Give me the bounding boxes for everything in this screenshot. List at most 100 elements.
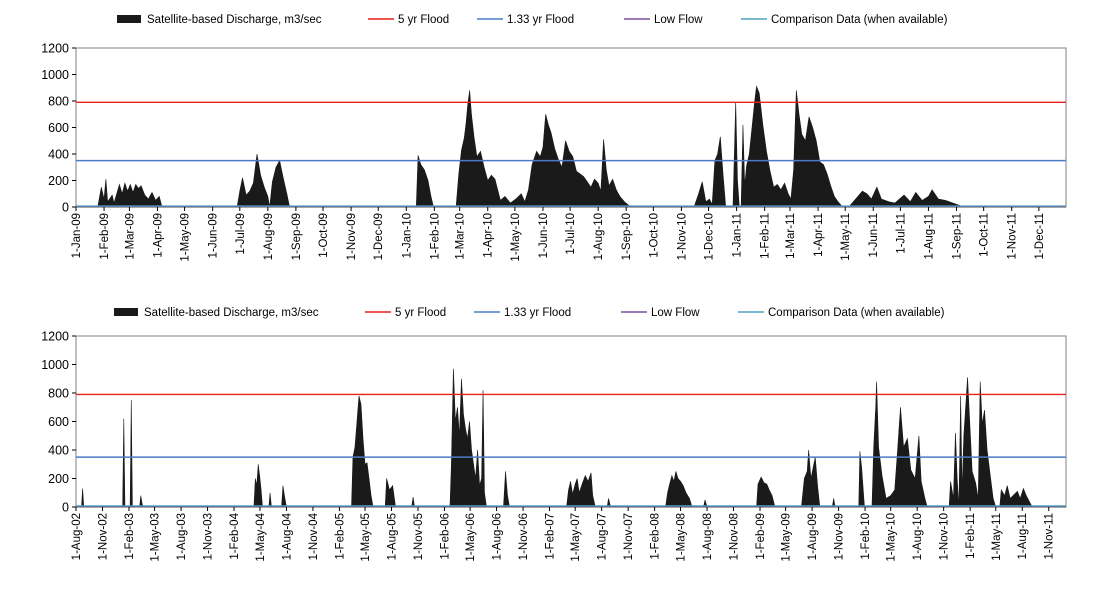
x-tick-label: 1-Mar-09 bbox=[124, 213, 136, 260]
x-tick-label: 1-Sep-11 bbox=[952, 213, 964, 259]
x-tick-label: 1-May-10 bbox=[510, 213, 522, 262]
y-tick-label: 800 bbox=[48, 95, 69, 109]
x-tick-label: 1-Jul-09 bbox=[235, 213, 247, 255]
x-tick-label: 1-Aug-11 bbox=[1017, 513, 1029, 559]
x-tick-label: 1-May-09 bbox=[781, 513, 793, 562]
x-tick-label: 1-Apr-09 bbox=[152, 213, 164, 258]
x-tick-label: 1-May-10 bbox=[886, 513, 898, 562]
x-tick-label: 1-Feb-08 bbox=[650, 513, 662, 560]
x-tick-label: 1-Feb-10 bbox=[429, 213, 441, 260]
x-tick-label: 1-Jan-11 bbox=[732, 213, 744, 258]
y-tick-label: 600 bbox=[48, 415, 69, 429]
x-tick-label: 1-May-05 bbox=[360, 513, 372, 562]
x-tick-label: 1-May-11 bbox=[840, 213, 852, 261]
legend-label-discharge: Satellite-based Discharge, m3/sec bbox=[144, 307, 319, 319]
x-tick-label: 1-May-11 bbox=[991, 513, 1003, 561]
legend-label-flood133: 1.33 yr Flood bbox=[504, 307, 571, 319]
x-tick-label: 1-Jan-10 bbox=[401, 213, 413, 258]
legend-label-comparison: Comparison Data (when available) bbox=[771, 14, 948, 26]
x-tick-label: 1-Dec-09 bbox=[373, 213, 385, 260]
x-tick-label: 1-Nov-11 bbox=[1007, 213, 1019, 259]
x-tick-label: 1-Jul-10 bbox=[565, 213, 577, 255]
x-tick-label: 1-May-03 bbox=[150, 513, 162, 562]
x-tick-label: 1-Feb-09 bbox=[755, 513, 767, 560]
x-tick-label: 1-Feb-11 bbox=[760, 213, 772, 259]
x-tick-label: 1-Nov-03 bbox=[203, 513, 215, 560]
x-tick-label: 1-Aug-08 bbox=[702, 513, 714, 560]
x-tick-label: 1-Nov-08 bbox=[729, 513, 741, 560]
y-tick-label: 1000 bbox=[41, 68, 69, 82]
x-tick-label: 1-Oct-11 bbox=[979, 213, 991, 257]
discharge-area-series bbox=[76, 368, 1066, 508]
x-tick-label: 1-Feb-05 bbox=[334, 513, 346, 560]
y-tick-label: 1200 bbox=[41, 42, 69, 56]
x-tick-label: 1-Feb-09 bbox=[99, 213, 111, 260]
x-tick-label: 1-Aug-10 bbox=[912, 513, 924, 560]
y-axis: 0 200 400 600 800 1000 1200 bbox=[41, 42, 76, 215]
x-tick-label: 1-Aug-09 bbox=[807, 513, 819, 560]
x-tick-label: 1-Nov-04 bbox=[308, 512, 320, 560]
x-tick-label: 1-Feb-03 bbox=[124, 513, 136, 560]
x-tick-label: 1-Dec-10 bbox=[704, 213, 716, 260]
x-tick-label: 1-May-07 bbox=[570, 513, 582, 562]
x-tick-label: 1-Aug-07 bbox=[597, 513, 609, 560]
x-tick-label: 1-Feb-10 bbox=[860, 513, 872, 560]
x-axis: 1-Jan-09 1-Feb-09 1-Mar-09 1-Apr-09 1-May-09… bbox=[71, 207, 1046, 262]
y-tick-label: 200 bbox=[48, 174, 69, 188]
y-tick-label: 0 bbox=[62, 501, 69, 515]
x-tick-label: 1-Feb-07 bbox=[545, 513, 557, 560]
x-axis: 1-Aug-02 1-Nov-02 1-Feb-03 1-May-03 1-Aug-03… bbox=[71, 507, 1056, 562]
x-tick-label: 1-Sep-10 bbox=[621, 213, 633, 260]
legend-swatch-discharge bbox=[117, 15, 141, 23]
x-tick-label: 1-Nov-06 bbox=[518, 513, 530, 560]
legend-swatch-discharge bbox=[114, 308, 138, 316]
y-tick-label: 800 bbox=[48, 387, 69, 401]
y-tick-label: 1200 bbox=[41, 330, 69, 344]
y-tick-label: 1000 bbox=[41, 358, 69, 372]
x-tick-label: 1-Mar-10 bbox=[455, 213, 467, 260]
x-tick-label: 1-Dec-11 bbox=[1034, 213, 1046, 259]
legend-label-lowflow: Low Flow bbox=[651, 307, 700, 319]
y-tick-label: 0 bbox=[62, 201, 69, 215]
x-tick-label: 1-Feb-06 bbox=[439, 513, 451, 560]
x-tick-label: 1-Jun-09 bbox=[208, 213, 220, 258]
legend-label-discharge: Satellite-based Discharge, m3/sec bbox=[147, 14, 322, 26]
x-tick-label: 1-Aug-03 bbox=[176, 513, 188, 560]
x-tick-label: 1-Aug-06 bbox=[492, 513, 504, 560]
legend-label-flood133: 1.33 yr Flood bbox=[507, 14, 574, 26]
x-tick-label: 1-May-06 bbox=[465, 513, 477, 562]
x-tick-label: 1-Jun-10 bbox=[538, 213, 550, 258]
x-tick-label: 1-Nov-10 bbox=[676, 213, 688, 260]
x-tick-label: 1-Aug-02 bbox=[71, 513, 83, 560]
x-tick-label: 1-Nov-02 bbox=[97, 513, 109, 560]
x-tick-label: 1-Nov-11 bbox=[1044, 513, 1056, 559]
legend-label-comparison: Comparison Data (when available) bbox=[768, 307, 945, 319]
x-tick-label: 1-Oct-10 bbox=[648, 213, 660, 258]
x-tick-label: 1-Aug-05 bbox=[387, 513, 399, 560]
x-tick-label: 1-Nov-09 bbox=[346, 213, 358, 260]
x-tick-label: 1-Feb-11 bbox=[965, 513, 977, 559]
x-tick-label: 1-Aug-10 bbox=[593, 213, 605, 260]
x-tick-label: 1-Jun-11 bbox=[868, 213, 880, 258]
x-tick-label: 1-Aug-09 bbox=[263, 213, 275, 260]
x-tick-label: 1-Apr-10 bbox=[483, 213, 495, 258]
x-tick-label: 1-Apr-11 bbox=[813, 213, 825, 257]
x-tick-label: 1-May-04 bbox=[255, 512, 267, 561]
x-tick-label: 1-Jul-11 bbox=[895, 213, 907, 254]
y-axis: 0 200 400 600 800 1000 1200 bbox=[41, 330, 76, 515]
y-tick-label: 400 bbox=[48, 444, 69, 458]
chart-legend: Satellite-based Discharge, m3/sec 5 yr Fl… bbox=[117, 14, 948, 26]
x-tick-label: 1-Sep-09 bbox=[291, 213, 303, 260]
legend-label-flood5: 5 yr Flood bbox=[395, 307, 446, 319]
x-tick-label: 1-May-08 bbox=[676, 513, 688, 562]
y-tick-label: 600 bbox=[48, 121, 69, 135]
chart-2: Satellite-based Discharge, m3/sec 5 yr Fl… bbox=[41, 307, 1067, 562]
chart-1: Satellite-based Discharge, m3/sec 5 yr Fl… bbox=[41, 14, 1067, 262]
legend-label-lowflow: Low Flow bbox=[654, 14, 703, 26]
x-tick-label: 1-Nov-10 bbox=[939, 513, 951, 560]
discharge-area-series bbox=[76, 85, 1066, 208]
x-tick-label: 1-Aug-04 bbox=[281, 512, 293, 560]
x-tick-label: 1-Feb-04 bbox=[229, 512, 241, 559]
x-tick-label: 1-Oct-09 bbox=[318, 213, 330, 258]
